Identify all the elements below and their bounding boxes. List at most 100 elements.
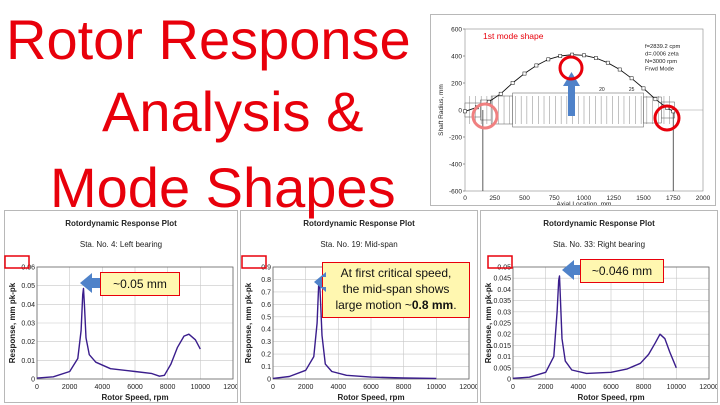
- ytick-1-0: 0: [31, 377, 35, 384]
- xtick-2-0: 0: [271, 384, 275, 391]
- ytick-1-2: 0.02: [21, 339, 35, 346]
- mode-xlabel: Axial Location, mm: [557, 201, 612, 205]
- ytick-3-3: 0.015: [493, 343, 511, 350]
- ytick-3-6: 0.03: [497, 309, 511, 316]
- ytick-3-0: 0: [507, 377, 511, 384]
- mode-title: 1st mode shape: [483, 31, 544, 41]
- ytick-3-5: 0.025: [493, 321, 511, 328]
- mode-shape-marker-8: [558, 54, 563, 58]
- callout-right-text: ~0.046 mm: [591, 264, 653, 278]
- ylabel-1: Response, mm pk-pk: [8, 282, 17, 363]
- mode-shape-marker-7: [546, 57, 551, 62]
- ytick-1-5: 0.05: [21, 283, 35, 290]
- xtick-2-1: 2000: [298, 384, 314, 391]
- mode-xtick-2: 500: [519, 195, 530, 202]
- ytick-3-10: 0.05: [497, 265, 511, 272]
- response-panel-left-bearing: Rotordynamic Response Plot Sta. No. 4: Le…: [4, 210, 238, 403]
- mode-ytick-3: 0: [458, 108, 462, 115]
- mode-xtick-5: 1250: [607, 195, 622, 202]
- plot-title-1: Rotordynamic Response Plot: [65, 219, 177, 228]
- response-chart-right-bearing: Rotordynamic Response Plot Sta. No. 33: R…: [484, 219, 717, 402]
- xtick-3-6: 12000: [699, 384, 717, 391]
- callout-mid-line3: large motion ~0.8 mm.: [323, 297, 469, 313]
- callout-mid-end: .: [453, 298, 457, 312]
- ytick-2-9: 0.9: [261, 265, 271, 272]
- mode-shape-panel: -600 -400 -200 0 200 400 600 0 250 500 750 1000 1250…: [430, 14, 716, 206]
- mode-shape-marker-3: [498, 91, 503, 96]
- ytick-2-8: 0.8: [261, 277, 271, 284]
- xlabel-3: Rotor Speed, rpm: [577, 393, 644, 402]
- rotor-segment-3: [512, 92, 644, 128]
- xtick-3-5: 10000: [667, 384, 687, 391]
- xtick-3-1: 2000: [538, 384, 554, 391]
- xtick-1-3: 6000: [127, 384, 143, 391]
- mode-shape-marker-6: [534, 63, 539, 68]
- ytick-3-7: 0.035: [493, 298, 511, 305]
- mode-ytick-1: -400: [449, 162, 462, 169]
- xtick-3-2: 4000: [571, 384, 587, 391]
- mode-shape-marker-14: [629, 76, 634, 81]
- ytick-1-4: 0.04: [21, 302, 35, 309]
- ytick-2-4: 0.4: [261, 327, 271, 334]
- response-line-3: [512, 275, 677, 379]
- rotor-segment-2: [490, 95, 513, 125]
- mode-shape-marker-16: [653, 97, 658, 102]
- xlabel-1: Rotor Speed, rpm: [101, 393, 168, 402]
- callout-right-bearing: ~0.046 mm: [580, 259, 664, 283]
- xlabel-2: Rotor Speed, rpm: [337, 393, 404, 402]
- mode-xtick-6: 1500: [636, 195, 651, 202]
- ytick-3-2: 0.01: [497, 354, 511, 361]
- mode-ytick-6: 600: [451, 27, 462, 34]
- xtick-1-4: 8000: [160, 384, 176, 391]
- mode-shape-marker-18: [671, 109, 676, 114]
- mode-info-1: d=.0006 zeta: [645, 52, 679, 58]
- plot-title-3: Rotordynamic Response Plot: [543, 219, 655, 228]
- mode-shape-marker-2: [486, 100, 491, 104]
- ytick-1-6: 0.06: [21, 265, 35, 272]
- mode-shape-marker-12: [605, 60, 610, 65]
- plot-subtitle-1: Sta. No. 4: Left bearing: [80, 240, 162, 249]
- ytick-1-1: 0.01: [21, 358, 35, 365]
- xtick-2-3: 6000: [363, 384, 379, 391]
- plot-subtitle-2: Sta. No. 19: Mid-span: [320, 240, 397, 249]
- title-line-3: Mode Shapes: [50, 156, 396, 219]
- ytick-3-1: 0.005: [493, 365, 511, 372]
- mode-shape-marker-11: [594, 56, 598, 60]
- mode-info-3: Frwd Mode: [645, 67, 674, 73]
- mode-ytick-4: 200: [451, 81, 462, 88]
- callout-mid-line1: At first critical speed,: [340, 266, 452, 280]
- xtick-3-3: 6000: [603, 384, 619, 391]
- plot-title-2: Rotordynamic Response Plot: [303, 219, 415, 228]
- plot-subtitle-3: Sta. No. 33: Right bearing: [553, 240, 645, 249]
- response-line-2: [272, 278, 437, 380]
- ytick-3-8: 0.04: [497, 287, 511, 294]
- xtick-1-6: 12000: [223, 384, 237, 391]
- mode-shape-chart: -600 -400 -200 0 200 400 600 0 250 500 750 1000 1250…: [438, 27, 711, 206]
- callout-left-bearing: ~0.05 mm: [100, 272, 180, 296]
- ylabel-3: Response, mm pk-pk: [484, 282, 493, 363]
- ytick-2-1: 0.1: [261, 364, 271, 371]
- mode-ytick-5: 400: [451, 54, 462, 61]
- mode-ytick-2: -200: [449, 135, 462, 142]
- mode-info-2: N=3000 rpm: [645, 59, 677, 65]
- callout-mid-span: At first critical speed, the mid-span sh…: [322, 262, 470, 318]
- mode-xtick-3: 750: [549, 195, 560, 202]
- ytick-1-3: 0.03: [21, 321, 35, 328]
- xtick-1-5: 10000: [191, 384, 211, 391]
- mode-ylabel: Shaft Radius, mm: [438, 84, 445, 136]
- mode-xtick-4: 1000: [577, 195, 592, 202]
- mode-station-label-0: 15: [569, 87, 575, 93]
- xtick-2-2: 4000: [331, 384, 347, 391]
- mode-station-label-2: 25: [629, 87, 635, 93]
- response-line-1: [36, 287, 201, 379]
- mode-shape-marker-13: [617, 67, 622, 72]
- mode-shape-marker-17: [665, 106, 670, 110]
- callout-mid-line2: the mid-span shows: [342, 282, 450, 296]
- xtick-3-4: 8000: [636, 384, 652, 391]
- ytick-2-7: 0.7: [261, 289, 271, 296]
- title-line-2: Analysis &: [102, 80, 364, 143]
- mode-xtick-7: 1750: [666, 195, 681, 202]
- mode-info-0: f=2839.2 cpm: [645, 44, 680, 50]
- mode-shape-marker-5: [522, 71, 527, 76]
- ytick-3-9: 0.045: [493, 276, 511, 283]
